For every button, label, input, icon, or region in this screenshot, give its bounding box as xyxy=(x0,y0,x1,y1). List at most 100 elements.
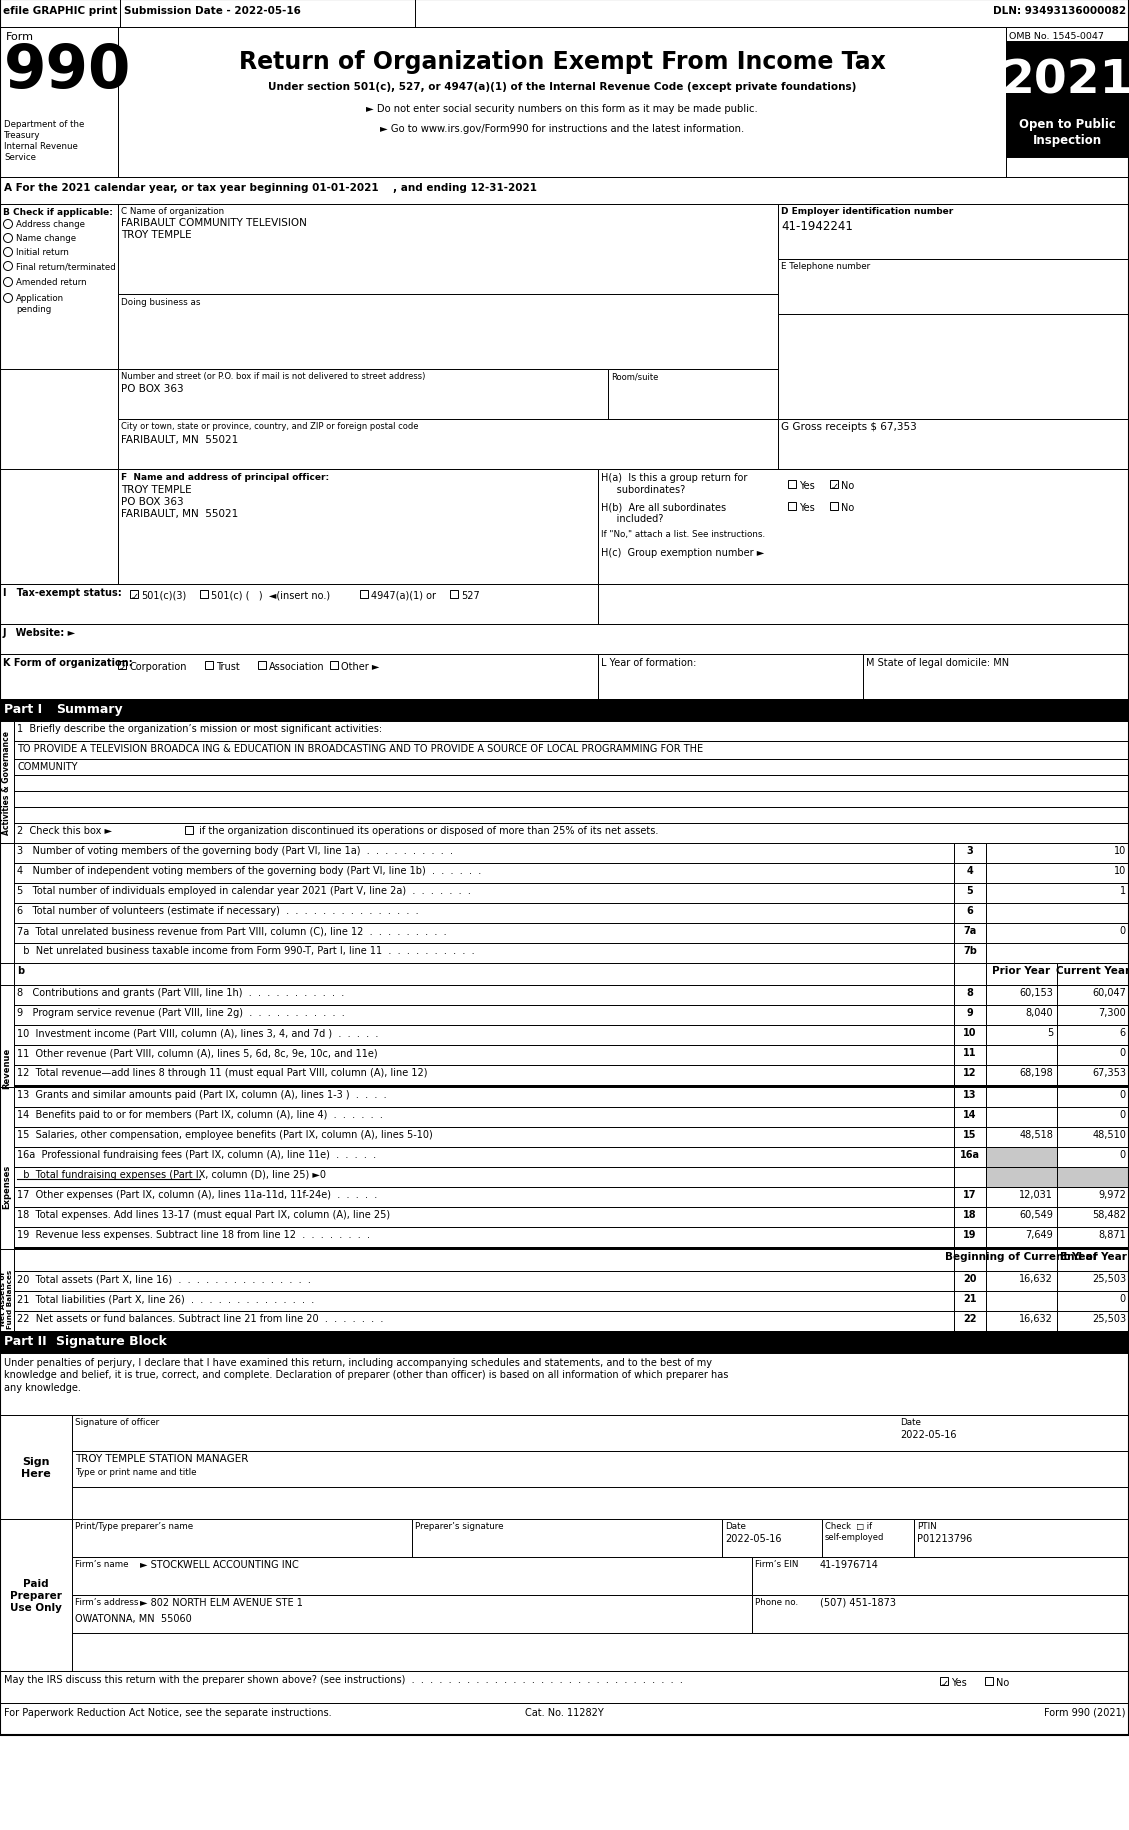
Text: 2022-05-16: 2022-05-16 xyxy=(725,1534,781,1543)
Text: 0: 0 xyxy=(1120,1089,1126,1100)
Bar xyxy=(14,1087,954,1107)
Bar xyxy=(1057,1025,1129,1045)
Bar xyxy=(986,1228,1057,1248)
Bar xyxy=(0,624,1129,655)
Text: if the organization discontinued its operations or disposed of more than 25% of : if the organization discontinued its ope… xyxy=(196,825,658,836)
Bar xyxy=(0,1415,72,1519)
Bar xyxy=(1057,963,1129,986)
Bar xyxy=(14,944,954,963)
Text: Trust: Trust xyxy=(216,662,239,672)
Bar xyxy=(1057,1188,1129,1208)
Text: P01213796: P01213796 xyxy=(917,1534,972,1543)
Bar xyxy=(1057,1005,1129,1025)
Bar xyxy=(986,844,1129,864)
Bar xyxy=(72,1519,412,1557)
Text: 16,632: 16,632 xyxy=(1019,1314,1053,1323)
Text: Prior Year: Prior Year xyxy=(992,966,1050,975)
Text: 5: 5 xyxy=(966,886,973,895)
Circle shape xyxy=(3,278,12,287)
Bar xyxy=(598,655,863,699)
Bar xyxy=(954,1107,986,1127)
Text: 1  Briefly describe the organization’s mission or most significant activities:: 1 Briefly describe the organization’s mi… xyxy=(17,723,382,734)
Bar xyxy=(778,260,1129,315)
Bar xyxy=(986,904,1129,924)
Bar xyxy=(14,1272,954,1292)
Bar xyxy=(14,792,1129,807)
Bar xyxy=(14,844,954,864)
Text: 7a: 7a xyxy=(963,926,977,935)
Circle shape xyxy=(3,295,12,304)
Text: Return of Organization Exempt From Income Tax: Return of Organization Exempt From Incom… xyxy=(238,49,885,73)
Text: 16,632: 16,632 xyxy=(1019,1274,1053,1283)
Bar xyxy=(986,1045,1057,1065)
Bar xyxy=(0,1087,14,1285)
Text: Amended return: Amended return xyxy=(16,278,87,287)
Text: 41-1976714: 41-1976714 xyxy=(820,1559,878,1568)
Bar xyxy=(986,1087,1057,1107)
Text: 0: 0 xyxy=(1120,1294,1126,1303)
Text: 0: 0 xyxy=(1120,1047,1126,1058)
Bar xyxy=(954,924,986,944)
Bar xyxy=(14,864,954,884)
Text: Initial return: Initial return xyxy=(16,247,69,256)
Bar xyxy=(986,864,1129,884)
Bar xyxy=(986,1147,1057,1168)
Bar xyxy=(14,721,1129,741)
Bar xyxy=(954,844,986,864)
Bar xyxy=(412,1519,723,1557)
Bar xyxy=(14,741,1129,759)
Text: TROY TEMPLE STATION MANAGER: TROY TEMPLE STATION MANAGER xyxy=(75,1453,248,1464)
Text: 7b: 7b xyxy=(963,946,977,955)
Bar xyxy=(14,1228,954,1248)
Bar xyxy=(14,1188,954,1208)
Text: 3   Number of voting members of the governing body (Part VI, line 1a)  .  .  .  : 3 Number of voting members of the govern… xyxy=(17,845,453,856)
Bar xyxy=(1006,42,1129,112)
Bar xyxy=(14,1025,954,1045)
Text: 990: 990 xyxy=(5,42,131,101)
Text: 5   Total number of individuals employed in calendar year 2021 (Part V, line 2a): 5 Total number of individuals employed i… xyxy=(17,886,471,895)
Bar xyxy=(14,986,954,1005)
Text: 7a  Total unrelated business revenue from Part VIII, column (C), line 12  .  .  : 7a Total unrelated business revenue from… xyxy=(17,926,447,935)
Text: 21: 21 xyxy=(963,1294,977,1303)
Bar xyxy=(1057,1127,1129,1147)
Bar xyxy=(954,884,986,904)
Text: F  Name and address of principal officer:: F Name and address of principal officer: xyxy=(121,472,330,481)
Text: ► Go to www.irs.gov/Form990 for instructions and the latest information.: ► Go to www.irs.gov/Form990 for instruct… xyxy=(379,124,744,134)
Bar xyxy=(0,986,14,1149)
Text: 0: 0 xyxy=(1120,1109,1126,1120)
Text: M State of legal domicile: MN: M State of legal domicile: MN xyxy=(866,657,1009,668)
Text: Date: Date xyxy=(725,1521,746,1530)
Bar xyxy=(954,904,986,924)
Text: Final return/terminated: Final return/terminated xyxy=(16,262,116,271)
Text: 22  Net assets or fund balances. Subtract line 21 from line 20  .  .  .  .  .  .: 22 Net assets or fund balances. Subtract… xyxy=(17,1314,384,1323)
Bar xyxy=(0,699,1129,721)
Bar xyxy=(1057,1312,1129,1330)
Text: 48,518: 48,518 xyxy=(1019,1129,1053,1140)
Text: H(a)  Is this a group return for: H(a) Is this a group return for xyxy=(601,472,747,483)
Text: 12: 12 xyxy=(963,1067,977,1078)
Text: 6: 6 xyxy=(1120,1027,1126,1038)
Bar xyxy=(0,470,119,584)
Bar xyxy=(954,1147,986,1168)
Bar xyxy=(0,1352,1129,1415)
Bar xyxy=(0,27,1129,178)
Bar xyxy=(14,759,1129,776)
Text: Part I: Part I xyxy=(5,703,42,716)
Bar xyxy=(14,824,1129,844)
Text: Type or print name and title: Type or print name and title xyxy=(75,1468,196,1477)
Bar xyxy=(72,1596,752,1632)
Bar xyxy=(778,419,1129,470)
Text: (507) 451-1873: (507) 451-1873 xyxy=(820,1598,896,1607)
Bar xyxy=(14,884,954,904)
Text: ✓: ✓ xyxy=(131,591,139,602)
Text: 20: 20 xyxy=(963,1274,977,1283)
Bar xyxy=(986,1208,1057,1228)
Bar xyxy=(986,1025,1057,1045)
Text: 4   Number of independent voting members of the governing body (Part VI, line 1b: 4 Number of independent voting members o… xyxy=(17,866,481,875)
Text: Activities & Governance: Activities & Governance xyxy=(2,730,11,834)
Bar xyxy=(752,1596,1129,1632)
Text: subordinates?: subordinates? xyxy=(601,485,685,494)
Text: Net Assets or
Fund Balances: Net Assets or Fund Balances xyxy=(0,1268,14,1329)
Text: Preparer’s signature: Preparer’s signature xyxy=(415,1521,504,1530)
Text: Beginning of Current Year: Beginning of Current Year xyxy=(945,1252,1097,1261)
